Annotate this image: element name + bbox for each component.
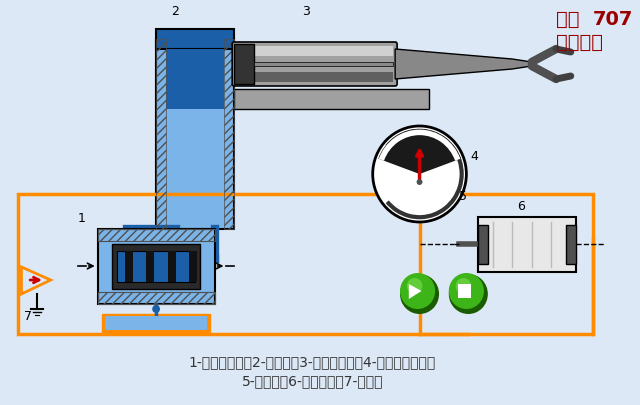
Text: 5-电位器；6-步进电机；7-放大器: 5-电位器；6-步进电机；7-放大器 — [241, 373, 383, 387]
Bar — [236, 73, 393, 83]
Circle shape — [407, 278, 422, 294]
Bar — [125, 252, 132, 282]
Bar — [458, 284, 471, 298]
Text: 2: 2 — [171, 5, 179, 18]
Bar — [156, 30, 234, 50]
Bar — [478, 217, 575, 272]
Circle shape — [417, 179, 422, 185]
Bar — [106, 316, 207, 330]
Bar — [253, 63, 393, 67]
FancyBboxPatch shape — [102, 314, 210, 334]
Wedge shape — [378, 130, 461, 175]
Bar — [156, 40, 234, 230]
Circle shape — [376, 131, 463, 218]
Bar — [156, 40, 166, 230]
Circle shape — [400, 273, 435, 309]
Bar — [112, 244, 200, 289]
Text: 707: 707 — [593, 10, 634, 29]
Bar — [117, 252, 195, 282]
Bar — [97, 292, 214, 304]
Text: 化工: 化工 — [556, 10, 580, 29]
Bar — [189, 252, 197, 282]
Bar — [168, 252, 175, 282]
Bar — [234, 90, 429, 110]
Bar — [97, 230, 214, 304]
Bar — [97, 230, 214, 241]
Text: 剪辑制作: 剪辑制作 — [556, 33, 603, 52]
Bar — [225, 40, 234, 230]
Circle shape — [456, 278, 471, 294]
Bar — [478, 226, 488, 264]
Bar — [236, 47, 393, 57]
Circle shape — [449, 273, 484, 309]
Circle shape — [372, 127, 467, 222]
Polygon shape — [409, 284, 422, 299]
FancyBboxPatch shape — [232, 43, 397, 87]
Bar — [166, 50, 225, 110]
Text: 1-电液伺服阀；2-液压缸；3-机械手手臂；4-齿轮齿条机构；: 1-电液伺服阀；2-液压缸；3-机械手手臂；4-齿轮齿条机构； — [189, 354, 436, 368]
Text: 1: 1 — [78, 211, 86, 224]
Bar — [566, 226, 575, 264]
Polygon shape — [395, 50, 532, 80]
Bar — [234, 45, 253, 85]
Text: 4: 4 — [470, 149, 478, 162]
Text: 5: 5 — [459, 190, 467, 202]
Bar — [147, 252, 154, 282]
Text: 6: 6 — [517, 200, 525, 213]
Wedge shape — [449, 274, 488, 314]
Wedge shape — [400, 274, 439, 314]
Circle shape — [152, 305, 160, 313]
Text: 3: 3 — [303, 5, 310, 18]
Text: 7: 7 — [24, 309, 33, 322]
